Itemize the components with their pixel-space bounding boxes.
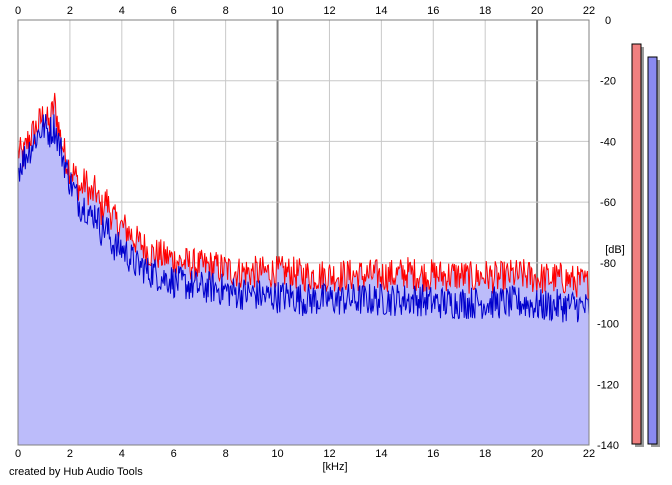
x-tick-label-top: 10	[271, 5, 283, 17]
x-tick-label-bottom: 8	[223, 448, 229, 460]
x-tick-label-bottom: 0	[15, 448, 21, 460]
y-tick-label: -20	[600, 76, 616, 88]
x-tick-label-bottom: 10	[271, 448, 283, 460]
plot-border	[17, 19, 590, 446]
series-lines	[17, 92, 590, 323]
y-tick-label: -140	[597, 440, 619, 452]
x-tick-label-bottom: 20	[531, 448, 543, 460]
series-line-left-channel	[17, 92, 590, 302]
x-tick-label-bottom: 18	[479, 448, 491, 460]
x-tick-label-bottom: 2	[67, 448, 73, 460]
x-tick-label-top: 22	[583, 5, 595, 17]
x-axis-label: [kHz]	[322, 461, 347, 473]
x-tick-label-top: 14	[375, 5, 387, 17]
x-tick-label-top: 0	[15, 5, 21, 17]
x-tick-label-top: 6	[171, 5, 177, 17]
credit-text: created by Hub Audio Tools	[9, 466, 143, 478]
x-tick-label-bottom: 16	[427, 448, 439, 460]
x-tick-label-top: 8	[223, 5, 229, 17]
y-tick-label: -120	[597, 379, 619, 391]
level-meters	[631, 43, 660, 447]
x-tick-label-bottom: 4	[119, 448, 125, 460]
y-tick-label: 0	[605, 15, 611, 27]
x-tick-label-top: 4	[119, 5, 125, 17]
x-tick-label-bottom: 6	[171, 448, 177, 460]
level-meter-left	[631, 43, 642, 445]
x-tick-label-top: 18	[479, 5, 491, 17]
x-tick-labels-top: 0 2 4 6 8 10 12 14 16 18 20 22	[15, 5, 595, 17]
x-tick-label-top: 12	[323, 5, 335, 17]
x-tick-label-top: 20	[531, 5, 543, 17]
y-tick-label: -100	[597, 319, 619, 331]
x-tick-labels-bottom: 0 2 4 6 8 10 12 14 16 18 20 22	[15, 448, 595, 460]
y-tick-label: -60	[600, 197, 616, 209]
y-axis-label: [dB]	[605, 244, 625, 256]
level-meter-right	[647, 56, 658, 445]
y-tick-label: -40	[600, 136, 616, 148]
x-tick-label-top: 2	[67, 5, 73, 17]
x-tick-label-bottom: 22	[583, 448, 595, 460]
y-tick-labels: 0 -20 -40 -60 -80 -100 -120 -140	[597, 15, 619, 452]
x-tick-label-top: 16	[427, 5, 439, 17]
series-line-right-channel	[17, 114, 590, 323]
y-tick-label: -80	[600, 258, 616, 270]
x-tick-label-bottom: 12	[323, 448, 335, 460]
x-tick-label-bottom: 14	[375, 448, 387, 460]
